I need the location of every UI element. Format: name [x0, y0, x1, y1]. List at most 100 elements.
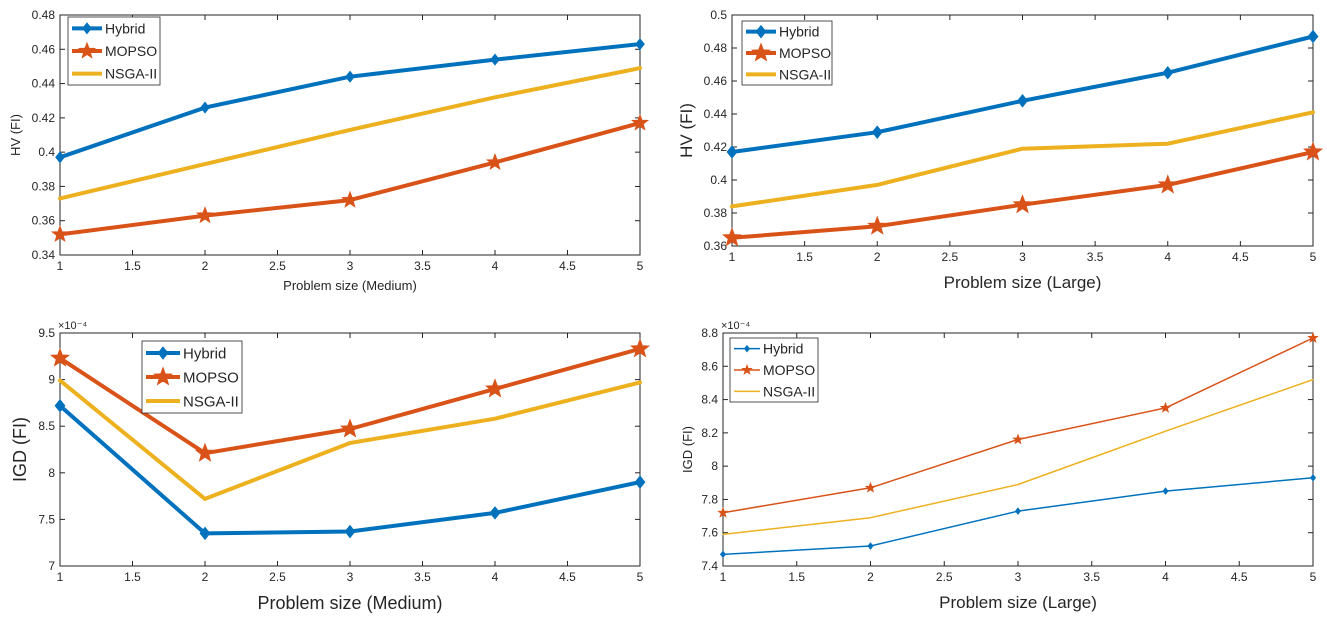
data-point-mopso [194, 442, 216, 462]
y-tick-label: 0.42 [704, 140, 728, 154]
data-point-hybrid [726, 145, 738, 159]
data-point-hybrid [1017, 93, 1028, 108]
x-tick-label: 5 [637, 570, 644, 584]
x-tick-label: 5 [1310, 250, 1317, 264]
x-tick-label: 5 [1310, 570, 1317, 584]
legend-label-hybrid: Hybrid [763, 341, 803, 357]
y-tick-label: 9.5 [38, 326, 55, 340]
y-tick-label: 0.36 [704, 239, 728, 253]
x-axis-label: Problem size (Medium) [257, 593, 442, 613]
legend: Hybrid MOPSO NSGA-II [141, 340, 243, 414]
y-tick-label: 0.5 [710, 8, 727, 22]
legend-label-hybrid: Hybrid [105, 20, 145, 36]
x-tick-label: 4 [1164, 250, 1171, 264]
data-point-hybrid [490, 53, 500, 66]
data-point-hybrid [54, 398, 66, 413]
x-tick-label: 4 [492, 570, 499, 584]
legend-marker-hybrid [755, 24, 767, 39]
legend-marker-hybrid [743, 344, 751, 353]
legend-label-nsga-ii: NSGA-II [183, 393, 239, 410]
legend: Hybrid MOPSO NSGA-II [729, 337, 819, 403]
x-tick-label: 4 [492, 259, 499, 273]
y-axis-label: IGD (FI) [680, 426, 695, 473]
y-axis-exponent: ×10⁻⁴ [721, 320, 750, 332]
x-tick-label: 1.5 [124, 570, 141, 584]
x-tick-label: 2.5 [942, 250, 959, 264]
y-tick-label: 0.38 [32, 179, 56, 193]
y-tick-label: 0.4 [38, 145, 55, 159]
legend-marker-mopso [741, 363, 753, 375]
x-tick-label: 4.5 [1232, 250, 1249, 264]
data-point-mopso [867, 215, 888, 235]
legend-label-mopso: MOPSO [779, 45, 831, 61]
x-tick-label: 1.5 [124, 259, 141, 273]
data-point-hybrid [634, 475, 646, 489]
legend-label-nsga-ii: NSGA-II [763, 383, 815, 399]
y-tick-label: 0.44 [704, 107, 728, 121]
x-tick-label: 2 [867, 570, 874, 584]
x-tick-label: 1 [729, 250, 736, 264]
x-tick-label: 2 [202, 259, 209, 273]
y-tick-label: 8 [48, 466, 55, 480]
y-tick-label: 8.5 [38, 419, 55, 433]
series-line-nsga-ii [58, 66, 642, 201]
x-tick-label: 2 [874, 250, 881, 264]
x-tick-label: 3.5 [414, 570, 431, 584]
series-line-hybrid [722, 477, 1314, 556]
x-tick-label: 3.5 [1087, 250, 1104, 264]
y-axis-label: HV (FI) [8, 114, 23, 156]
data-point-mopso [1307, 331, 1319, 343]
series-line-nsga-ii [722, 378, 1314, 536]
series-line-nsga-ii [58, 378, 642, 501]
data-point-hybrid [1309, 473, 1317, 482]
x-tick-label: 3.5 [1083, 570, 1100, 584]
data-point-mopso [1157, 174, 1178, 194]
data-point-mopso [339, 418, 361, 438]
data-point-hybrid [489, 506, 501, 520]
legend-label-mopso: MOPSO [105, 43, 157, 59]
legend-label-hybrid: Hybrid [779, 24, 819, 40]
x-axis-label: Problem size (Large) [944, 273, 1102, 292]
y-axis-exponent: ×10⁻⁴ [58, 320, 87, 332]
y-tick-label: 0.46 [32, 42, 56, 56]
legend-label-mopso: MOPSO [183, 369, 239, 386]
chart-panel-bottom-right: 1 1.5 2 2.5 3 3.5 4 4.5 5 7.4 7.6 7.8 8 8.2 8.4 8.6 8.8 ×… [680, 320, 1319, 612]
data-point-mopso [340, 190, 360, 208]
data-point-mopso [1159, 401, 1172, 413]
data-point-hybrid [345, 70, 355, 83]
data-point-mopso [721, 227, 743, 247]
y-tick-label: 8.8 [701, 326, 718, 340]
x-tick-label: 3.5 [414, 259, 431, 273]
data-point-hybrid [344, 524, 356, 539]
data-point-hybrid [199, 526, 211, 541]
legend-label-nsga-ii: NSGA-II [105, 66, 157, 82]
y-tick-label: 0.4 [710, 173, 727, 187]
data-point-hybrid [1162, 487, 1169, 495]
x-tick-label: 3 [1019, 250, 1026, 264]
y-tick-label: 0.48 [704, 41, 728, 55]
y-tick-label: 0.36 [32, 214, 56, 228]
data-point-mopso [717, 506, 729, 518]
legend-marker-mopso [152, 366, 174, 386]
chart-panel-top-left: 1 1.5 2 2.5 3 3.5 4 4.5 5 0.34 0.36 0.38 0.4 0.42 0.44… [8, 8, 650, 293]
legend-label-mopso: MOPSO [763, 362, 815, 378]
data-point-hybrid [55, 151, 65, 164]
x-tick-label: 1 [57, 570, 64, 584]
legend-label-nsga-ii: NSGA-II [779, 66, 831, 82]
x-tick-label: 4 [1162, 570, 1169, 584]
x-tick-label: 1.5 [796, 250, 813, 264]
x-axis-label: Problem size (Medium) [283, 278, 417, 293]
y-tick-label: 7.5 [38, 512, 55, 526]
x-tick-label: 2.5 [269, 259, 286, 273]
data-point-mopso [49, 347, 71, 367]
y-tick-label: 0.34 [32, 248, 56, 262]
y-tick-label: 8.2 [701, 426, 718, 440]
data-point-mopso [50, 224, 70, 243]
data-point-mopso [1012, 194, 1033, 214]
data-point-hybrid [867, 542, 874, 550]
x-tick-label: 5 [637, 259, 644, 273]
data-point-hybrid [1162, 65, 1174, 80]
legend: Hybrid MOPSO NSGA-II [741, 20, 833, 86]
y-tick-label: 0.48 [32, 8, 56, 22]
